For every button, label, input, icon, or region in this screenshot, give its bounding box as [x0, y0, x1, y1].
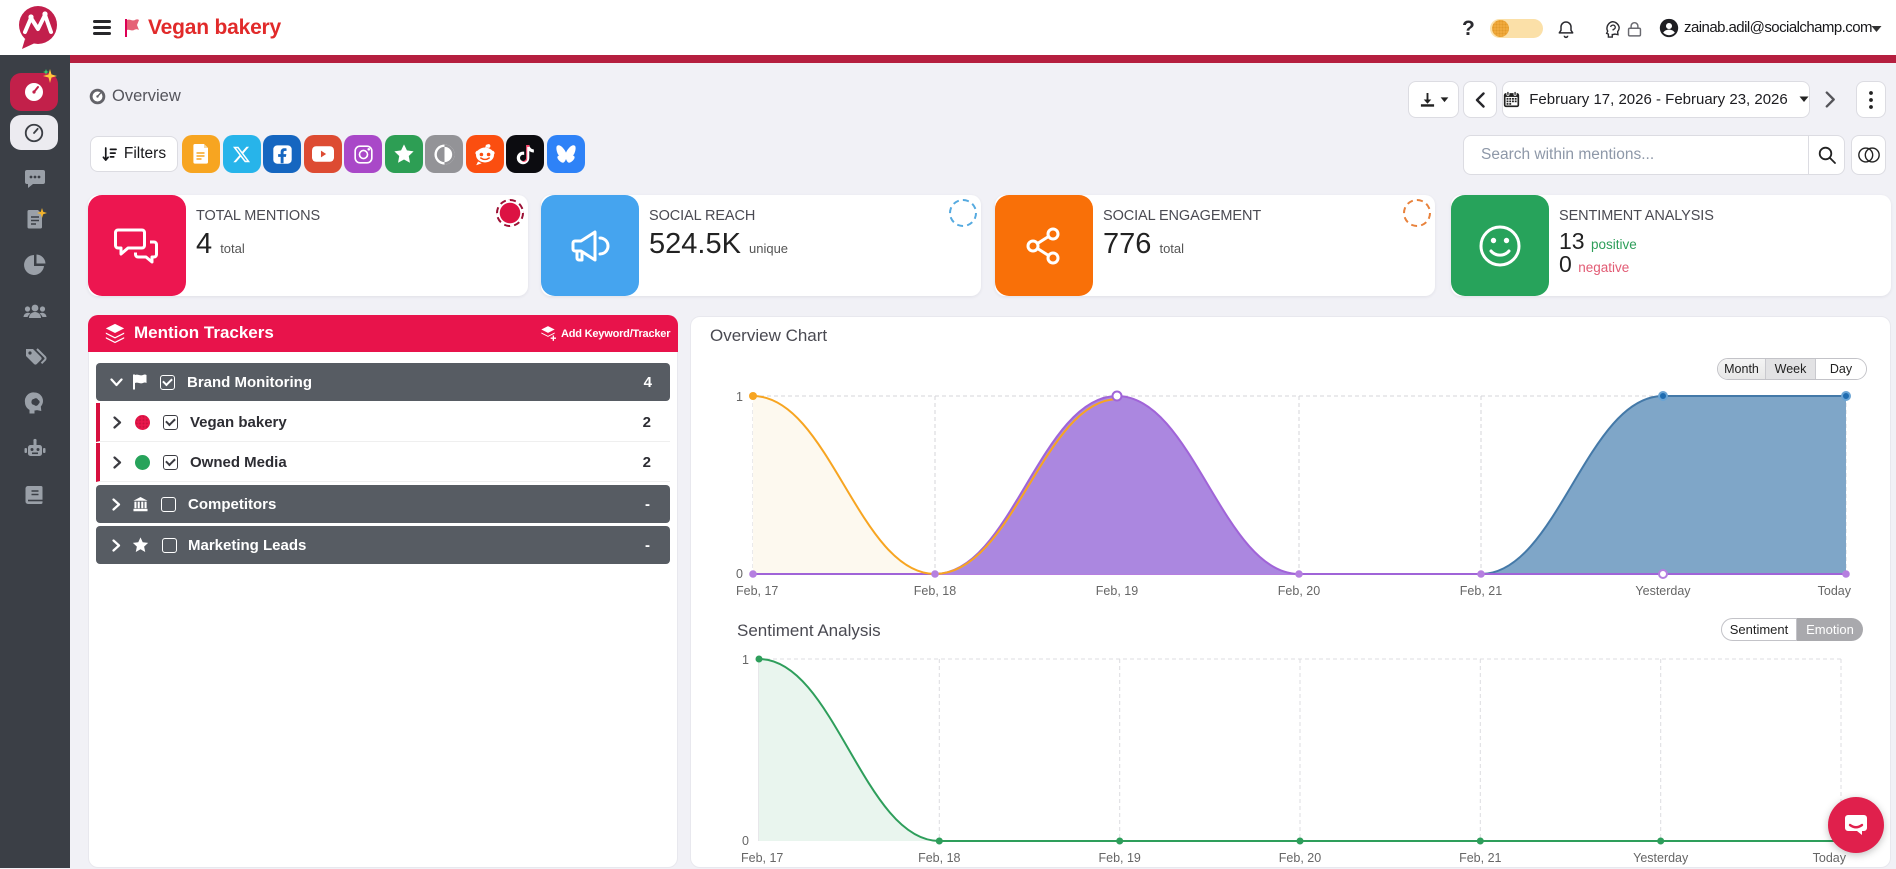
svg-text:Feb, 18: Feb, 18 [918, 851, 960, 865]
svg-text:Feb, 21: Feb, 21 [1459, 851, 1501, 865]
svg-text:Feb, 19: Feb, 19 [1096, 584, 1138, 598]
svg-text:0: 0 [736, 567, 743, 581]
svg-text:1: 1 [742, 653, 749, 667]
svg-text:Today: Today [1813, 851, 1847, 865]
svg-text:Feb, 18: Feb, 18 [914, 584, 956, 598]
svg-text:Feb, 17: Feb, 17 [741, 851, 783, 865]
svg-text:Feb, 20: Feb, 20 [1279, 851, 1321, 865]
svg-text:Yesterday: Yesterday [1635, 584, 1691, 598]
svg-text:Today: Today [1818, 584, 1852, 598]
svg-text:Feb, 19: Feb, 19 [1099, 851, 1141, 865]
svg-text:1: 1 [736, 390, 743, 404]
svg-text:Feb, 21: Feb, 21 [1460, 584, 1502, 598]
svg-text:Yesterday: Yesterday [1633, 851, 1689, 865]
svg-text:Feb, 20: Feb, 20 [1278, 584, 1320, 598]
svg-text:Feb, 17: Feb, 17 [736, 584, 778, 598]
svg-text:0: 0 [742, 834, 749, 848]
